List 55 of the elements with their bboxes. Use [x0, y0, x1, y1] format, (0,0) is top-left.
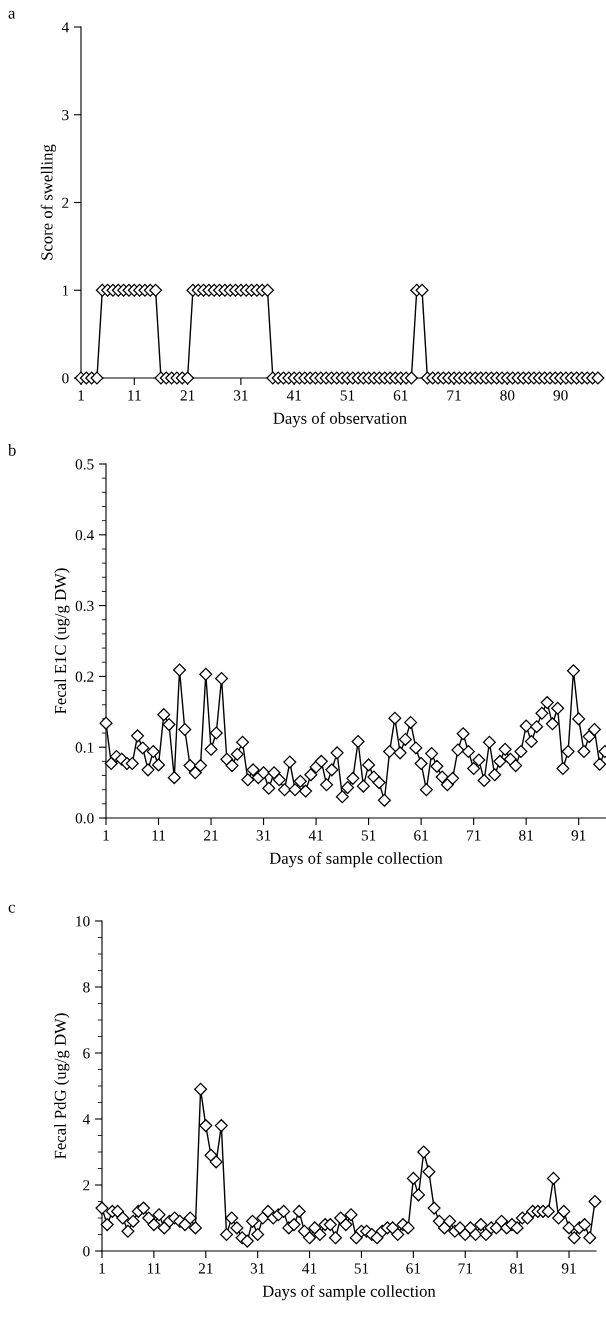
x-tick-label: 1 [103, 830, 109, 841]
x-tick-label: 71 [447, 390, 461, 401]
x-tick-label: 31 [256, 830, 271, 841]
y-tick-label: 2 [62, 197, 69, 208]
y-tick-label: 0.1 [75, 742, 94, 753]
x-tick-label: 41 [286, 390, 301, 401]
y-tick-label: 0.4 [75, 529, 94, 541]
x-tick-label: 91 [561, 1263, 576, 1274]
x-tick-label: 91 [571, 830, 586, 841]
y-tick-label: 6 [83, 1048, 90, 1059]
y-tick-label: 4 [82, 1114, 90, 1125]
x-tick-label: 71 [467, 830, 481, 841]
x-tick-label: 81 [510, 1263, 524, 1274]
x-tick-label: 51 [340, 390, 355, 401]
y-tick-label: 0.2 [75, 671, 94, 682]
x-tick-label: 21 [198, 1263, 213, 1274]
x-tick-label: 41 [308, 830, 323, 841]
x-axis-title: Days of observation [273, 411, 407, 428]
x-tick-label: 11 [128, 390, 141, 401]
x-tick-label: 11 [147, 1263, 161, 1274]
x-tick-label: 21 [204, 830, 218, 841]
y-tick-label: 0.0 [75, 813, 94, 824]
y-axis-title: Score of swelling [40, 144, 56, 260]
x-tick-label: 61 [414, 830, 428, 841]
x-tick-label: 41 [302, 1263, 317, 1274]
x-axis-title: Days of sample collection [262, 1284, 436, 1301]
x-axis-title: Days of sample collection [269, 851, 443, 868]
x-tick-label: 31 [233, 390, 248, 401]
x-tick-label: 51 [354, 1263, 369, 1274]
y-tick-label: 8 [83, 982, 90, 993]
y-tick-label: 0.3 [75, 600, 94, 612]
y-axis-title: Fecal PdG (ug/g DW) [54, 1013, 70, 1159]
text: b [8, 444, 16, 456]
y-tick-label: 0 [83, 1246, 90, 1257]
x-tick-label: 80 [500, 390, 515, 401]
y-tick-label: 10 [76, 916, 90, 927]
x-tick-label: 21 [180, 390, 195, 401]
y-axis-title: Fecal E1C (ug/g DW) [54, 568, 70, 714]
y-tick-label: 0.5 [75, 459, 94, 470]
x-tick-label: 61 [393, 390, 408, 401]
x-tick-label: 31 [250, 1263, 265, 1274]
y-tick-label: 0 [62, 373, 69, 384]
x-tick-label: 81 [519, 830, 533, 841]
x-tick-label: 90 [553, 390, 568, 401]
x-tick-label: 51 [361, 830, 376, 841]
y-tick-label: 4 [61, 22, 69, 33]
x-tick-label: 11 [152, 830, 165, 841]
text: a [8, 10, 16, 19]
text: c [8, 904, 15, 913]
x-tick-label: 61 [406, 1263, 421, 1274]
x-tick-label: 1 [99, 1263, 105, 1274]
y-tick-label: 2 [83, 1180, 90, 1191]
y-tick-label: 3 [62, 109, 69, 121]
x-tick-label: 71 [458, 1263, 472, 1274]
y-tick-label: 1 [62, 285, 69, 296]
